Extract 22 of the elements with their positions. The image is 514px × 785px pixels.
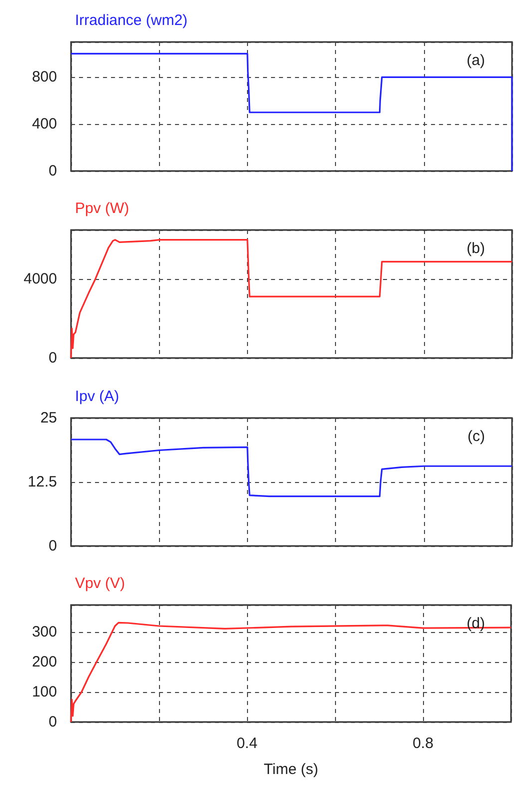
annotation: (b) xyxy=(466,240,486,257)
y-tick-label: 4000 xyxy=(24,270,57,288)
y-tick-label: 0 xyxy=(48,714,57,730)
y-axis-title: Ppv (W) xyxy=(75,200,130,217)
y-tick-label: 200 xyxy=(32,654,57,670)
y-tick-label: 300 xyxy=(32,624,57,640)
y-tick-label: 0 xyxy=(48,162,57,180)
annotation: (a) xyxy=(466,52,486,69)
y-tick-label: 0 xyxy=(48,538,57,554)
y-axis-title: Vpv (V) xyxy=(75,575,126,592)
y-tick-label: 800 xyxy=(32,68,57,86)
y-axis-title: Ipv (A) xyxy=(75,388,120,405)
y-tick-label: 100 xyxy=(32,684,57,700)
y-axis-title: Irradiance (wm2) xyxy=(75,12,188,29)
y-tick-label: 25 xyxy=(40,410,57,426)
x-tick-label: 0.8 xyxy=(412,735,434,752)
y-tick-label: 0 xyxy=(48,350,57,366)
y-tick-label: 400 xyxy=(32,116,57,133)
x-axis-title: Time (s) xyxy=(264,761,318,778)
x-tick-label: 0.4 xyxy=(236,735,258,752)
annotation: (c) xyxy=(468,428,486,445)
y-tick-label: 12.5 xyxy=(28,474,57,490)
